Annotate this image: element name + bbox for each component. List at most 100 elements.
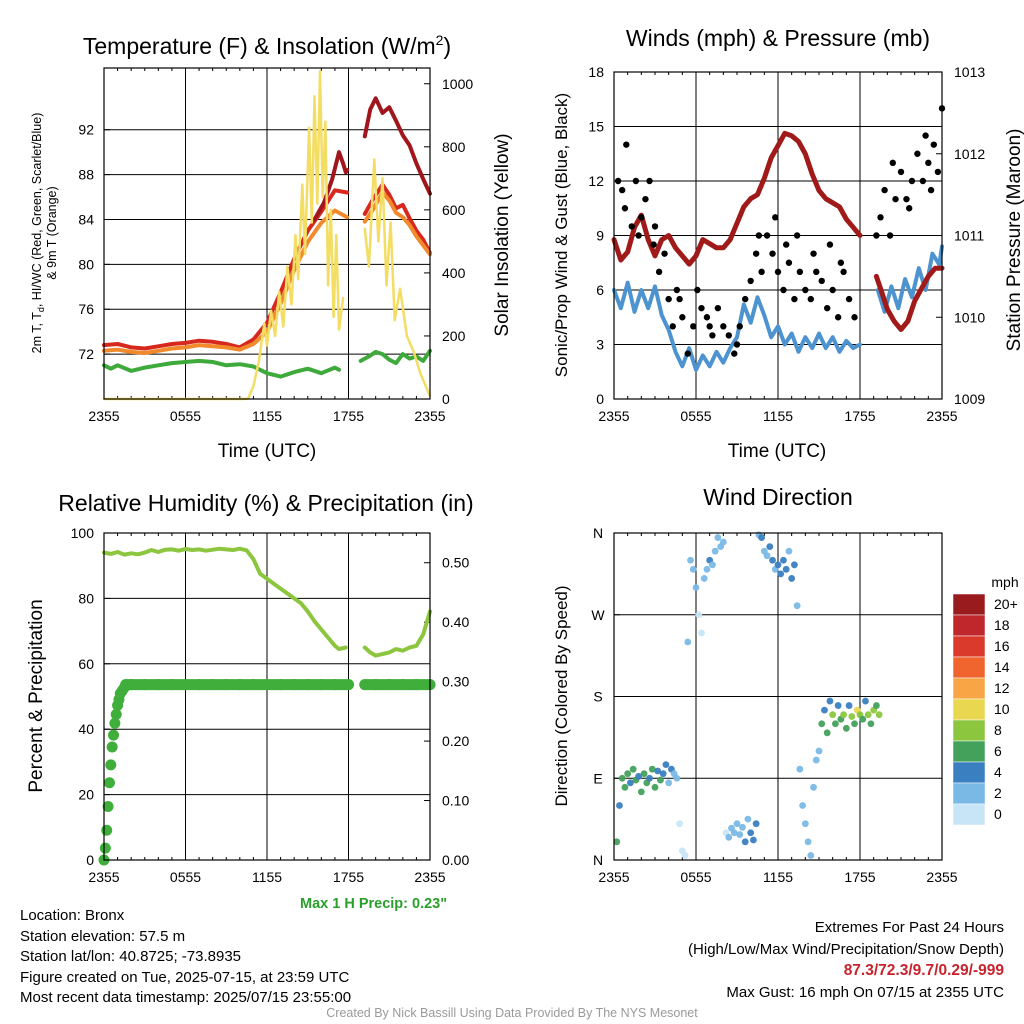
winds-ytick-label: 18	[588, 64, 604, 80]
humidity-series-precipitation-point	[102, 800, 114, 812]
direction-direction-point	[818, 720, 826, 728]
temperature-ylabel-line2: & 9m T (Orange)	[45, 186, 59, 279]
direction-direction-point	[747, 829, 755, 837]
winds-series-gust-point	[780, 286, 787, 294]
winds-series-gust-point	[669, 323, 676, 330]
winds-series-gust-point	[661, 250, 668, 257]
humidity-ytick-label: 0	[86, 852, 94, 868]
winds-series-gust-point	[930, 141, 937, 148]
temperature-ytick-label: 88	[78, 167, 94, 183]
direction-direction-point	[810, 783, 817, 791]
winds-series-gust-point	[673, 286, 681, 294]
winds-series-gust-point	[881, 186, 888, 194]
colorbar-label: 16	[994, 638, 1010, 654]
direction-ytick-label: W	[591, 607, 605, 623]
winds-series-gust-point	[919, 177, 927, 185]
winds-y2tick-label: 1009	[954, 391, 985, 407]
winds-xtick-label: 1155	[763, 408, 793, 424]
temperature-series-2m-t-line	[362, 182, 432, 256]
winds-panel-title: Winds (mph) & Pressure (mb)	[626, 25, 930, 51]
winds-series-gust-point	[703, 314, 711, 321]
humidity-ytick-label: 80	[78, 590, 94, 606]
humidity-series-relative-humidity-line	[102, 546, 348, 652]
colorbar-label: 4	[994, 764, 1002, 780]
direction-direction-point	[829, 711, 837, 719]
colorbar-swatch	[952, 677, 986, 700]
direction-direction-point	[744, 815, 752, 823]
direction-direction-point	[654, 767, 662, 775]
colorbar-label: 8	[994, 722, 1002, 738]
winds-series-gust-point	[802, 286, 809, 294]
winds-series-gust-point	[810, 250, 817, 257]
temperature-xtick-label: 0555	[170, 408, 201, 424]
winds-series-gust-point	[925, 159, 932, 167]
direction-direction-point	[741, 838, 749, 846]
winds-series-gust-point	[772, 214, 779, 221]
direction-direction-point	[752, 820, 760, 828]
direction-direction-point	[624, 770, 632, 778]
temperature-xtick-label: 1155	[252, 408, 282, 424]
direction-direction-point	[864, 711, 872, 719]
humidity-series-relative-humidity-line	[362, 609, 432, 658]
direction-direction-point	[646, 774, 653, 782]
winds-series-gust-point	[840, 268, 847, 276]
direction-direction-point	[777, 570, 785, 578]
winds-series-gust-point	[758, 268, 765, 276]
temperature-y2label: Solar Insolation (Yellow)	[492, 133, 513, 336]
direction-direction-point	[834, 702, 842, 709]
direction-direction-point	[739, 823, 746, 831]
max-gust: Max Gust: 16 mph On 07/15 at 2355 UTC	[726, 983, 1004, 1001]
direction-xtick-label: 2355	[926, 869, 957, 885]
winds-series-gust-point	[845, 295, 853, 303]
colorbar-swatch	[952, 614, 986, 637]
winds-series-gust-point	[818, 277, 825, 285]
direction-direction-point	[681, 852, 689, 859]
winds-series-gust-point	[690, 323, 697, 330]
winds-series-gust-point	[892, 195, 899, 203]
direction-direction-point	[714, 534, 722, 541]
winds-series-gust-point	[742, 295, 749, 303]
winds-series-gust-point	[684, 350, 691, 357]
winds-series-gust-point	[837, 259, 845, 266]
temperature-y2tick-label: 600	[442, 202, 466, 218]
direction-ylabel: Direction (Colored By Speed)	[552, 585, 571, 806]
winds-series-gust-point	[826, 241, 834, 248]
winds-series-gust-point	[763, 232, 771, 239]
temperature-ytick-label: 80	[78, 256, 94, 272]
winds-series-gust-point	[665, 295, 672, 303]
winds-series-gust-point	[632, 177, 640, 185]
winds-series-gust-point	[914, 150, 921, 157]
temperature-xlabel: Time (UTC)	[218, 441, 317, 462]
humidity-series-precipitation-point	[110, 708, 122, 720]
winds-xtick-label: 1755	[844, 408, 875, 424]
direction-direction-point	[719, 538, 727, 546]
temperature-series-dewpoint-line	[358, 348, 432, 366]
winds-series-gust-point	[619, 186, 626, 194]
colorbar-swatch	[952, 740, 986, 763]
colorbar-label: 10	[994, 701, 1010, 717]
direction-direction-point	[692, 584, 700, 591]
colorbar-swatch	[952, 782, 986, 805]
colorbar-swatch	[952, 656, 986, 679]
winds-ytick-label: 3	[596, 337, 604, 353]
credit-line: Created By Nick Bassill Using Data Provi…	[326, 1006, 698, 1020]
direction-direction-point	[875, 711, 883, 719]
winds-series-gust-point	[709, 332, 716, 339]
direction-direction-point	[618, 774, 626, 782]
direction-direction-point	[736, 831, 744, 838]
direction-direction-point	[640, 770, 648, 778]
winds-series-gust-point	[886, 232, 894, 239]
colorbar-swatch	[952, 593, 986, 616]
winds-series-gust-point	[877, 214, 884, 221]
direction-plot-frame	[613, 532, 943, 861]
humidity-ytick-label: 100	[71, 525, 95, 541]
winds-series-gust-point	[725, 332, 732, 339]
winds-series-station-pressure-line	[611, 130, 863, 267]
temperature-series-solar-line	[363, 158, 432, 398]
station-location: Location: Bronx	[20, 907, 125, 924]
winds-ytick-label: 0	[596, 391, 604, 407]
winds-series-gust-point	[698, 304, 705, 312]
temperature-series-2m-t-line	[102, 188, 350, 351]
humidity-series-precipitation-point	[109, 717, 121, 729]
colorbar-label: 20+	[994, 596, 1018, 612]
